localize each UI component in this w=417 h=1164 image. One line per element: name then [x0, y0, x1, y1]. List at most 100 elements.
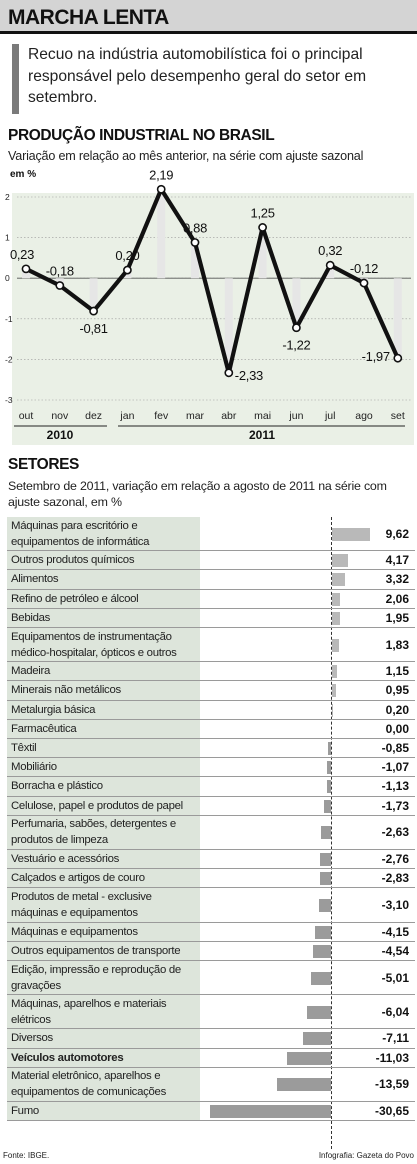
sector-label: Máquinas, aparelhos e materiais elétrico… [11, 997, 167, 1026]
sector-label-background [7, 1048, 200, 1067]
data-point [89, 306, 98, 316]
sector-label-background [7, 941, 200, 960]
x-tick-label: set [391, 410, 405, 422]
data-point [393, 353, 403, 363]
sector-value: -0,85 [381, 741, 409, 756]
y-tick-label: -2 [5, 354, 13, 364]
sector-value: -13,59 [374, 1077, 409, 1092]
sector-value: -1,07 [381, 760, 409, 775]
sector-label: Vestuário e acessórios [11, 853, 120, 866]
sector-label: Celulose, papel e produtos de papel [11, 799, 183, 812]
sector-bar [332, 665, 337, 679]
data-label: 0,32 [318, 243, 342, 258]
data-label: 0,88 [183, 220, 207, 235]
sector-label-background [7, 570, 200, 589]
sector-label: Máquinas para escritório e equipamentos … [11, 519, 150, 548]
sector-value: 0,95 [385, 683, 409, 698]
sector-value: 0,00 [385, 721, 409, 736]
credit-note: Infografia: Gazeta do Povo [318, 1151, 414, 1160]
data-label: -0,12 [350, 261, 378, 276]
sector-label: Metalurgia básica [11, 703, 96, 716]
data-label: 2,19 [149, 167, 173, 182]
sector-label-background [7, 888, 200, 922]
data-label: -0,81 [80, 321, 108, 336]
sector-label-background [7, 850, 200, 869]
production-chart-subtitle: Variação em relação ao mês anterior, na … [8, 149, 364, 163]
sector-label: Mobiliário [11, 761, 57, 774]
sector-label: Outros produtos químicos [11, 554, 135, 567]
sector-label-background [7, 517, 200, 551]
sector-label-background [7, 681, 200, 700]
sector-row: Material eletrônico, aparelhos e equipam… [7, 1067, 415, 1102]
x-tick-label: jun [288, 410, 303, 422]
sector-label-background [7, 589, 200, 608]
sector-row: Têxtil -0,85 [7, 739, 415, 759]
year-label-2011: 2011 [249, 428, 275, 442]
sector-value: -3,10 [381, 897, 409, 912]
value-column [224, 278, 233, 373]
year-label-2010: 2010 [47, 428, 74, 442]
data-point [21, 264, 31, 274]
sector-value: -4,54 [381, 943, 409, 958]
sector-bar [320, 853, 331, 867]
sector-row: Bebidas 1,95 [7, 608, 415, 628]
sector-label: Calçados e artigos de couro [11, 872, 145, 885]
production-series-line [23, 187, 400, 375]
subtitle-block: Recuo na indústria automobilística foi o… [12, 44, 412, 114]
value-column [191, 242, 199, 279]
sector-label: Material eletrônico, aparelhos e equipam… [11, 1070, 166, 1099]
x-tick-label: jul [324, 410, 336, 422]
data-label: -0,18 [46, 264, 74, 279]
sector-bar [332, 554, 349, 568]
sector-label: Alimentos [11, 573, 59, 586]
x-tick-label: out [19, 410, 34, 422]
sector-label-background [7, 719, 200, 738]
sector-value: 3,32 [385, 572, 409, 587]
sector-bar [324, 799, 331, 813]
sector-label: Veículos automotores [11, 1051, 124, 1064]
sector-row: Máquinas para escritório e equipamentos … [7, 517, 415, 552]
sector-label-background [7, 922, 200, 941]
sector-label: Minerais não metálicos [11, 684, 121, 697]
sector-value: 4,17 [385, 553, 409, 568]
sector-label-background [7, 995, 200, 1029]
sector-label-background [7, 662, 200, 681]
sector-bar [332, 611, 340, 625]
sector-label-background [7, 739, 200, 758]
sector-value: 1,95 [385, 610, 409, 625]
infographic-subtitle: Recuo na indústria automobilística foi o… [28, 46, 367, 106]
sector-row: Vestuário e acessórios -2,76 [7, 850, 415, 870]
sector-row: Metalurgia básica 0,20 [7, 700, 415, 720]
sector-label: Refino de petróleo e álcool [11, 592, 139, 605]
sector-label: Fumo [11, 1105, 39, 1118]
sector-label: Diversos [11, 1032, 53, 1045]
sector-value: -5,01 [381, 970, 409, 985]
sector-label: Máquinas e equipamentos [11, 925, 138, 938]
sector-bar [307, 1005, 331, 1019]
data-label: 0,23 [10, 247, 34, 262]
sectors-bar-chart: Máquinas para escritório e equipamentos … [7, 517, 415, 1149]
sector-row: Madeira 1,15 [7, 662, 415, 682]
sector-row: Fumo -30,65 [7, 1102, 415, 1122]
y-tick-label: 0 [5, 273, 10, 283]
data-point [156, 184, 166, 194]
value-column [258, 227, 267, 279]
x-tick-label: nov [51, 410, 69, 422]
x-tick-label: mar [186, 410, 205, 422]
sector-value: -11,03 [375, 1050, 409, 1065]
sector-row: Alimentos 3,32 [7, 570, 415, 590]
sector-row: Minerais não metálicos 0,95 [7, 681, 415, 701]
sector-value: 0,20 [385, 702, 409, 717]
y-tick-label: -3 [5, 395, 13, 405]
sector-row: Calçados e artigos de couro -2,83 [7, 869, 415, 889]
data-point [123, 265, 132, 275]
data-point [224, 368, 234, 378]
x-tick-label: ago [355, 410, 373, 422]
sector-bar [332, 527, 370, 541]
value-column [22, 268, 30, 279]
sector-value: -7,11 [382, 1031, 409, 1046]
sector-bar [332, 684, 336, 698]
sector-bar [314, 925, 331, 939]
sector-row: Refino de petróleo e álcool 2,06 [7, 589, 415, 609]
sector-label: Têxtil [11, 742, 37, 755]
